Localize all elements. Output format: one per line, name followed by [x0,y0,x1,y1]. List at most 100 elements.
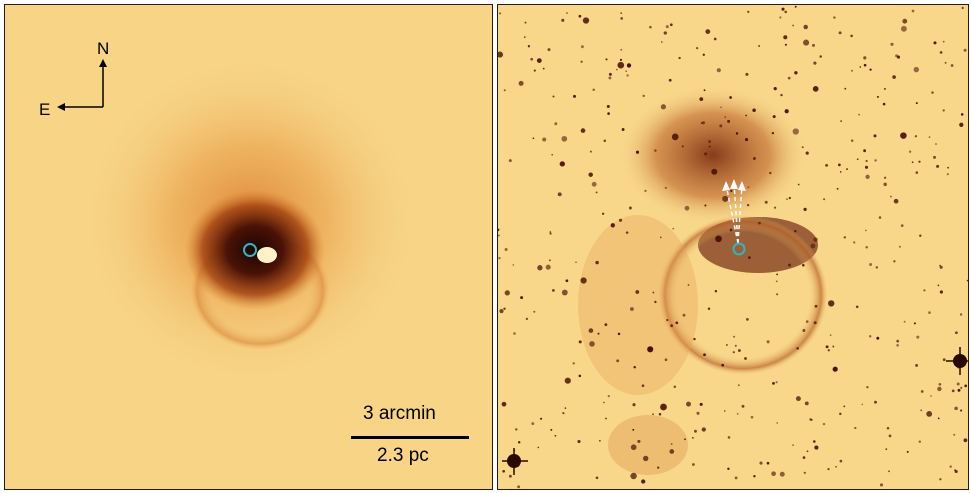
star [673,385,677,388]
star [660,104,667,110]
star [730,189,733,193]
star [725,344,728,346]
star [630,472,637,480]
star [703,89,706,92]
star [832,345,835,348]
star [913,66,920,73]
star [533,69,536,72]
star [561,18,565,22]
star [578,340,582,344]
star [684,205,690,211]
star [503,307,506,310]
star [665,25,669,29]
star [915,171,919,174]
star [617,61,625,69]
star [527,45,531,48]
star [699,402,703,406]
star [620,17,624,20]
star [670,443,673,445]
star [520,296,524,300]
star [896,55,901,59]
star [890,42,894,46]
star [960,409,963,412]
star [589,341,595,347]
star [562,411,565,415]
star [672,227,675,230]
star [863,149,866,153]
star [878,216,882,219]
star [797,183,800,186]
star [964,384,968,388]
star [591,181,597,187]
star [649,25,652,29]
star [839,459,843,463]
star [508,159,512,163]
star [825,345,829,349]
star [918,440,922,443]
star [874,159,877,162]
star [865,159,868,163]
star [781,7,785,11]
star [695,46,699,50]
star [839,171,842,173]
star [813,321,817,325]
star [823,198,826,201]
star [825,164,828,167]
star [879,483,884,487]
star [960,113,964,116]
star [694,429,697,433]
star [580,60,583,63]
star [733,335,736,338]
star [859,66,862,68]
star [737,384,740,387]
star [701,427,706,432]
star [696,411,700,415]
star [822,422,826,426]
star [855,305,859,309]
star [554,434,557,437]
star [536,58,542,63]
star [784,109,789,114]
proper-motion-arrows [722,179,746,244]
star [554,122,558,126]
star [620,48,623,51]
star [775,381,778,384]
star [660,41,663,43]
star [704,204,707,207]
star [578,374,582,378]
star [664,186,667,189]
star [752,108,756,112]
star [561,289,568,296]
compass-arrows [57,59,107,111]
star [805,151,809,155]
star [707,307,711,310]
star [876,95,879,98]
star [937,284,940,287]
star [779,471,785,477]
star [863,63,867,67]
star [776,273,778,276]
star [745,72,749,76]
star [839,412,842,416]
star [654,300,657,304]
star [687,284,690,286]
star [616,68,618,71]
star [956,382,960,386]
star [829,334,832,336]
star [692,463,695,466]
star [882,102,886,106]
star [588,172,593,177]
star [599,439,601,442]
star [803,39,810,46]
star [517,485,521,489]
star [605,58,608,61]
star [963,48,967,52]
star [501,401,507,407]
star [776,293,779,296]
star [565,279,569,283]
star [748,256,751,259]
star [704,152,708,156]
star [669,449,675,454]
star [846,168,848,171]
star [713,37,717,41]
